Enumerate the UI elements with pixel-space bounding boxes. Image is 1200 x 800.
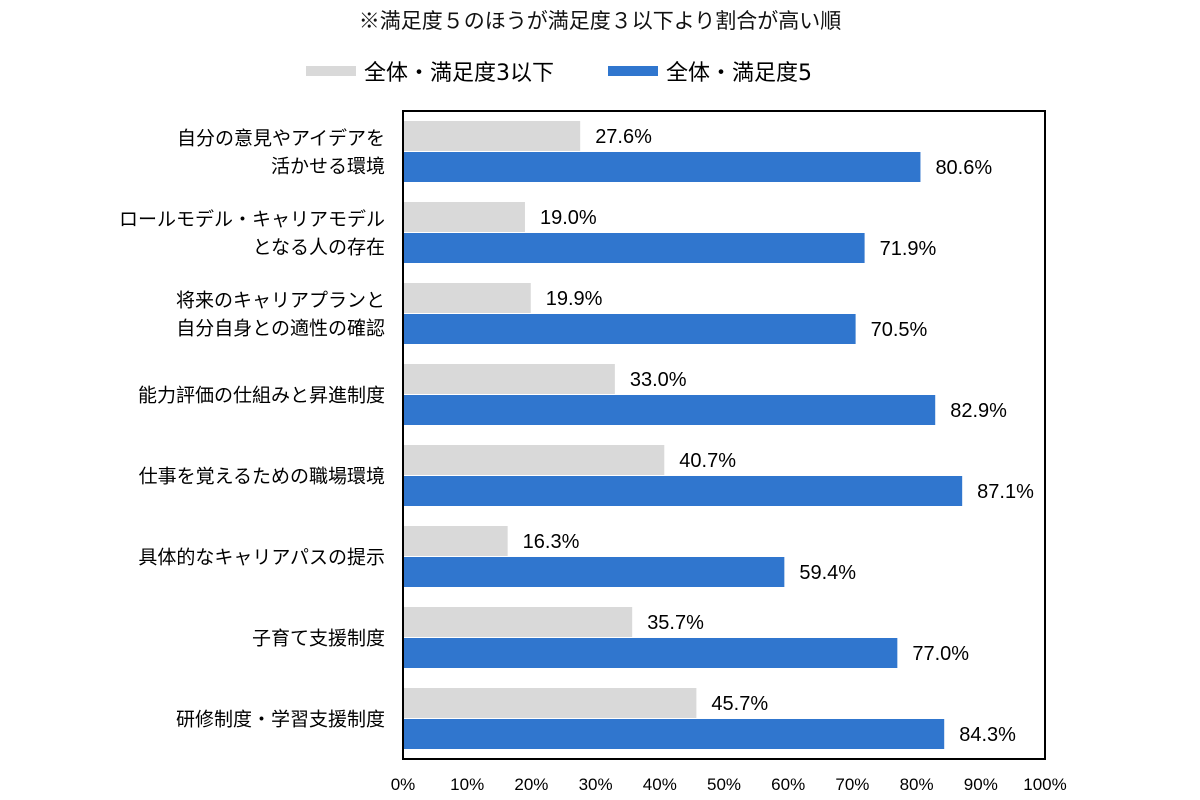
value-label-series-2-category-7: 77.0%	[912, 643, 969, 665]
value-label-series-1-category-4: 33.0%	[630, 369, 687, 391]
bar-series-2-category-6	[403, 557, 785, 587]
bar-series-1-category-3	[403, 283, 531, 313]
value-label-series-1-category-7: 35.7%	[647, 612, 704, 634]
category-label-6: 具体的なキャリアパスの提示	[138, 547, 385, 569]
value-label-series-2-category-6: 59.4%	[799, 562, 856, 584]
value-label-series-2-category-5: 87.1%	[977, 481, 1034, 503]
bar-series-2-category-5	[403, 476, 963, 506]
value-label-series-1-category-3: 19.9%	[546, 288, 603, 310]
value-label-series-1-category-1: 27.6%	[595, 126, 652, 148]
value-label-series-2-category-4: 82.9%	[950, 400, 1007, 422]
x-tick-label-70: 70%	[835, 775, 869, 794]
category-label-1-line-2: 活かせる環境	[271, 156, 385, 178]
legend-swatch-series-1	[306, 66, 356, 76]
category-label-5: 仕事を覚えるための職場環境	[139, 466, 385, 488]
x-tick-label-60: 60%	[771, 775, 805, 794]
legend: 全体・満足度3以下 全体・満足度5	[306, 61, 812, 86]
bar-series-1-category-8	[403, 688, 697, 718]
bar-series-2-category-2	[403, 233, 865, 263]
bar-series-1-category-7	[403, 607, 633, 637]
value-label-series-2-category-2: 71.9%	[880, 238, 937, 260]
category-label-8: 研修制度・学習支援制度	[176, 709, 385, 731]
bar-series-1-category-5	[403, 445, 665, 475]
value-label-series-1-category-5: 40.7%	[679, 450, 736, 472]
x-tick-label-20: 20%	[514, 775, 548, 794]
category-label-2-line-2: となる人の存在	[253, 237, 385, 259]
chart-note: ※満足度５のほうが満足度３以下より割合が高い順	[359, 9, 842, 33]
category-label-1-line-1: 自分の意見やアイデアを	[177, 128, 385, 150]
x-tick-label-80: 80%	[900, 775, 934, 794]
bar-series-2-category-4	[403, 395, 936, 425]
category-labels: 自分の意見やアイデアを活かせる環境ロールモデル・キャリアモデルとなる人の存在将来…	[119, 128, 385, 731]
value-label-series-1-category-6: 16.3%	[523, 531, 580, 553]
x-axis-ticks: 0% 10% 20% 30% 40% 50% 60% 70% 80% 90% 100%	[391, 775, 1067, 794]
legend-label-series-2: 全体・満足度5	[666, 61, 812, 86]
value-label-series-2-category-8: 84.3%	[959, 724, 1016, 746]
value-labels: 27.6% 80.6% 19.0% 71.9% 19.9% 70.5% 33.0% 82.9%…	[523, 126, 1034, 746]
bar-series-2-category-7	[403, 638, 898, 668]
x-tick-label-30: 30%	[579, 775, 613, 794]
bar-series-2-category-8	[403, 719, 945, 749]
category-label-2-line-1: ロールモデル・キャリアモデル	[119, 209, 385, 231]
x-tick-label-90: 90%	[964, 775, 998, 794]
value-label-series-1-category-8: 45.7%	[711, 693, 768, 715]
bar-series-1-category-1	[403, 121, 581, 151]
bar-series-1-category-4	[403, 364, 615, 394]
x-tick-label-40: 40%	[643, 775, 677, 794]
legend-label-series-1: 全体・満足度3以下	[364, 61, 554, 86]
plot-area-border	[402, 110, 1046, 760]
value-label-series-1-category-2: 19.0%	[540, 207, 597, 229]
bar-series-1-category-2	[403, 202, 525, 232]
bar-series-2-category-3	[403, 314, 856, 344]
category-label-4: 能力評価の仕組みと昇進制度	[138, 385, 385, 407]
value-label-series-2-category-1: 80.6%	[935, 157, 992, 179]
category-label-3-line-2: 自分自身との適性の確認	[176, 318, 385, 340]
legend-swatch-series-2	[608, 66, 658, 76]
x-tick-label-0: 0%	[391, 775, 416, 794]
category-label-7: 子育て支援制度	[252, 628, 385, 650]
bar-series-1-category-6	[403, 526, 508, 556]
category-label-3-line-1: 将来のキャリアプランと	[176, 290, 385, 312]
value-label-series-2-category-3: 70.5%	[871, 319, 928, 341]
x-tick-label-100: 100%	[1023, 775, 1066, 794]
bars	[403, 121, 963, 749]
x-tick-label-50: 50%	[707, 775, 741, 794]
bar-series-2-category-1	[403, 152, 921, 182]
x-tick-label-10: 10%	[450, 775, 484, 794]
